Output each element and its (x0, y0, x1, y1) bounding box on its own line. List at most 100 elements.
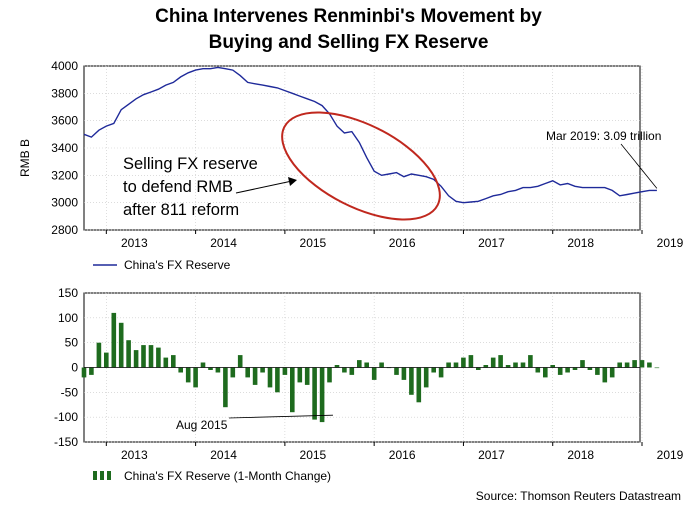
aug-2015-leader (228, 414, 333, 419)
bottom-legend-swatch (93, 471, 97, 480)
reform-annotation-line: after 811 reform (123, 201, 239, 219)
bottom-x-tick-label: 2015 (300, 448, 327, 462)
top-x-tick-label: 2018 (567, 236, 594, 250)
fx-change-bar (431, 367, 436, 373)
fx-change-bar (104, 352, 109, 368)
fx-change-bar (647, 362, 652, 368)
fx-change-bar (580, 360, 585, 368)
top-legend-label: China's FX Reserve (124, 258, 231, 272)
fx-change-bar (297, 367, 303, 383)
fx-change-bar (349, 367, 355, 375)
fx-change-bar (96, 342, 102, 368)
fx-change-bar (319, 367, 325, 423)
fx-change-bar (275, 367, 280, 393)
reform-ellipse (281, 111, 441, 221)
bottom-x-tick-label: 2014 (210, 448, 237, 462)
fx-change-bar (617, 362, 622, 368)
fx-change-bar (520, 362, 526, 368)
fx-change-bar (237, 355, 243, 368)
bottom-x-tick-label: 2017 (478, 448, 505, 462)
fx-change-bar (357, 360, 362, 368)
fx-change-bar (654, 367, 660, 369)
fx-change-bar (148, 345, 154, 368)
bottom-y-tick-label: 50 (65, 336, 79, 350)
fx-change-bar (200, 362, 206, 368)
fx-change-bar (133, 350, 139, 368)
top-x-tick-label: 2014 (210, 236, 237, 250)
top-y-tick-label: 3800 (51, 86, 78, 100)
fx-change-bar (490, 357, 496, 368)
reform-arrow-head (288, 177, 297, 186)
fx-change-bar (461, 357, 466, 368)
fx-change-bar (483, 365, 489, 368)
fx-change-bar (193, 367, 198, 388)
latest-value-leader (620, 143, 658, 189)
fx-change-bar (215, 367, 221, 373)
fx-change-bar (394, 367, 399, 375)
source-note: Source: Thomson Reuters Datastream (475, 489, 681, 503)
fx-change-bar (178, 367, 183, 373)
top-y-tick-label: 3600 (51, 114, 78, 128)
top-x-tick-label: 2015 (300, 236, 327, 250)
top-y-tick-label: 3200 (51, 168, 78, 182)
fx-change-bar (513, 362, 518, 368)
bottom-y-tick-label: 100 (58, 311, 78, 325)
fx-change-bar (304, 367, 310, 385)
fx-change-bar (185, 367, 191, 383)
bottom-y-tick-label: 150 (58, 286, 78, 300)
fx-change-bar (111, 312, 117, 368)
fx-change-bar (438, 367, 444, 378)
bottom-legend-swatch (100, 471, 104, 480)
fx-change-bar (476, 367, 481, 370)
fx-change-bar (81, 367, 87, 378)
fx-reserve-line (83, 66, 657, 204)
fx-change-bar (550, 365, 555, 368)
bottom-legend-swatch (107, 471, 111, 480)
fx-change-bar (505, 365, 511, 368)
fx-change-bar (595, 367, 600, 375)
fx-change-bar (126, 340, 131, 368)
fx-change-bar (290, 367, 295, 413)
bottom-x-tick-label: 2018 (567, 448, 594, 462)
fx-change-bar (423, 367, 429, 388)
bottom-y-tick-label: -100 (54, 410, 78, 424)
fx-change-bar (245, 367, 250, 378)
fx-change-bar (624, 362, 630, 368)
bottom-y-tick-label: -150 (54, 435, 78, 449)
top-x-tick-label: 2013 (121, 236, 148, 250)
top-y-tick-label: 3000 (51, 196, 78, 210)
top-y-tick-label: 2800 (51, 223, 78, 237)
latest-value-annotation: Mar 2019: 3.09 trillion (546, 129, 661, 143)
top-x-tick-label: 2019 (657, 236, 684, 250)
chart-title-line2: Buying and Selling FX Reserve (208, 32, 489, 53)
bottom-y-tick-label: 0 (71, 361, 78, 375)
bottom-legend-label: China's FX Reserve (1-Month Change) (124, 469, 331, 483)
fx-change-bar (327, 367, 332, 383)
aug-2015-annotation: Aug 2015 (176, 418, 228, 432)
top-x-tick-label: 2016 (389, 236, 416, 250)
fx-change-bar (334, 365, 340, 368)
fx-change-bar (535, 367, 541, 373)
fx-change-bar (342, 367, 347, 373)
fx-change-bar (364, 362, 369, 368)
fx-change-bar (453, 362, 459, 368)
fx-change-bar (163, 357, 169, 368)
top-y-tick-label: 3400 (51, 141, 78, 155)
fx-change-bar (230, 367, 236, 378)
chart-title-line1: China Intervenes Renminbi's Movement by (155, 6, 542, 27)
fx-change-bar (498, 355, 503, 368)
top-y-tick-label: 4000 (51, 59, 78, 73)
fx-change-bar (639, 360, 645, 368)
fx-change-bar (282, 367, 288, 375)
fx-change-bar (468, 355, 474, 368)
fx-change-bar (409, 367, 414, 395)
fx-change-bar (609, 367, 615, 378)
fx-change-bar (401, 367, 407, 380)
fx-change-bar (223, 367, 228, 408)
fx-change-bar (371, 367, 377, 380)
fx-change-bar (141, 345, 146, 368)
fx-change-bar (543, 367, 548, 378)
fx-change-bar (208, 367, 213, 370)
reform-arrow-line (235, 180, 293, 194)
